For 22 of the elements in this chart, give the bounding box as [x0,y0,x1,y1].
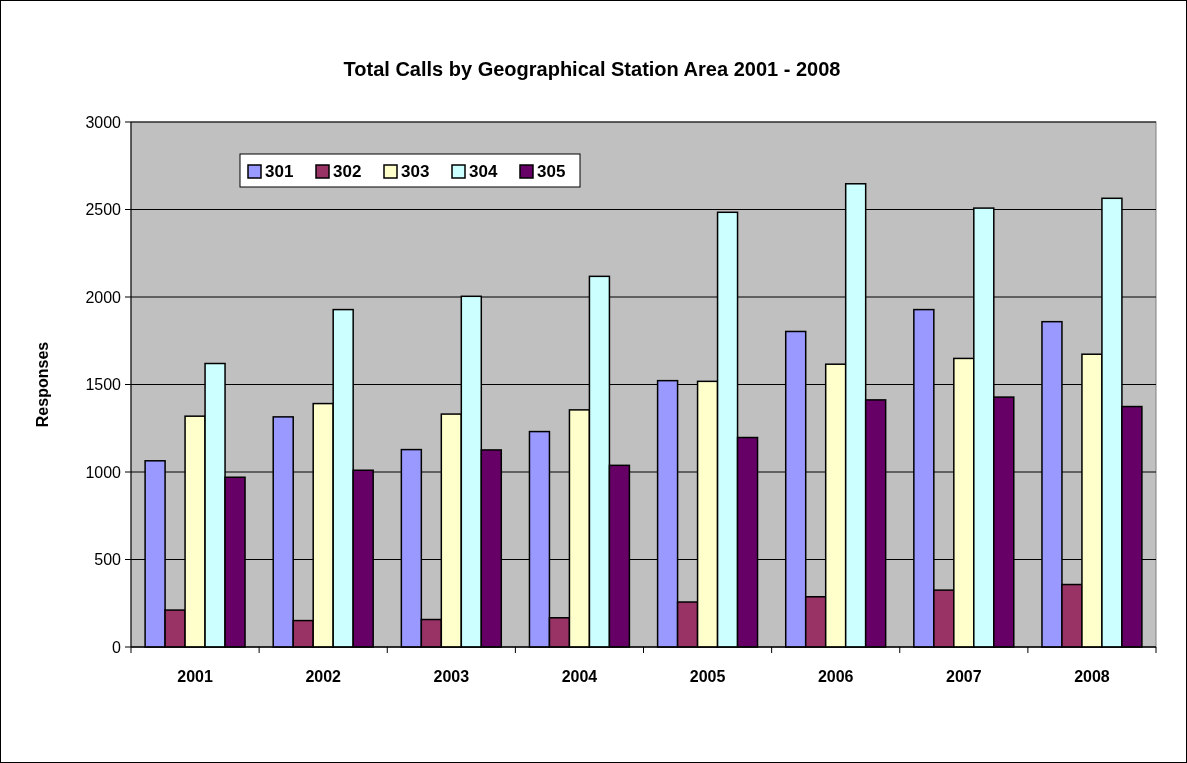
y-tick-label: 1000 [85,463,122,481]
y-axis-title: Responses [34,341,51,428]
y-tick-label: 2500 [85,201,122,219]
x-tick-label: 2001 [177,668,213,685]
legend-label: 304 [469,162,498,181]
x-tick-label: 2002 [305,668,342,685]
x-tick-label: 2004 [561,668,598,685]
x-tick-label: 2007 [946,668,982,685]
x-tick-label: 2003 [433,668,470,685]
x-tick-label: 2008 [1074,668,1110,685]
y-tick-label: 0 [112,638,122,656]
legend-label: 303 [401,162,430,181]
y-tick-label: 1500 [85,376,122,394]
chart-title: Total Calls by Geographical Station Area 2001 - 2008 [343,58,841,80]
legend-label: 301 [265,162,294,181]
y-tick-label: 500 [94,551,122,569]
y-tick-label: 2000 [85,288,122,306]
legend-label: 305 [537,162,566,181]
y-tick-label: 3000 [85,113,122,131]
legend-label: 302 [333,162,362,181]
x-tick-label: 2005 [689,668,726,685]
x-tick-label: 2006 [817,668,854,685]
